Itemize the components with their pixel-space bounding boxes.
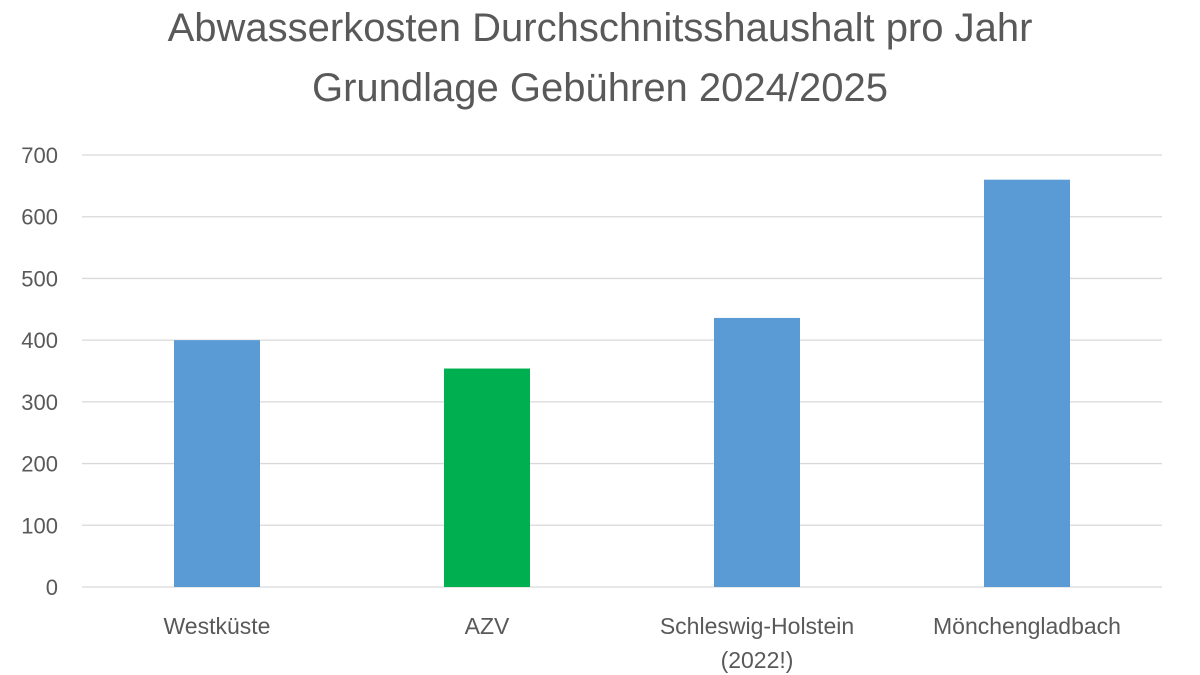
x-category-label-line: (2022!) [721,647,794,673]
y-tick-label: 300 [21,390,58,415]
bar [444,368,530,587]
x-category-label-line: AZV [465,613,510,639]
x-category-label: Schleswig-Holstein (2022!) [660,613,854,673]
chart-title-line-2: Grundlage Gebühren 2024/2025 [311,66,888,110]
bars [174,179,1070,587]
chart-title-line-1: Abwasserkosten Durchschnitsshaushalt pro… [167,6,1033,50]
x-category-label: AZV [465,613,510,639]
y-axis-ticks: 0 100 200 300 400 500 600 700 [21,143,58,600]
x-axis-labels: Westküste AZV Schleswig-Holstein (2022!) Mön… [164,613,1121,673]
y-tick-label: 600 [21,205,58,230]
y-tick-label: 100 [21,513,58,538]
y-tick-label: 400 [21,328,58,353]
bar [174,340,260,587]
bar [984,179,1070,587]
x-category-label-line: Schleswig-Holstein [660,613,854,639]
bar [714,317,800,587]
x-category-label-line: Mönchengladbach [933,613,1121,639]
y-tick-label: 500 [21,266,58,291]
y-tick-label: 700 [21,143,58,168]
y-tick-label: 0 [46,575,58,600]
x-category-label: Mönchengladbach [933,613,1121,639]
x-category-label-line: Westküste [164,613,271,639]
y-tick-label: 200 [21,452,58,477]
gridlines [82,154,1162,588]
x-category-label: Westküste [164,613,271,639]
